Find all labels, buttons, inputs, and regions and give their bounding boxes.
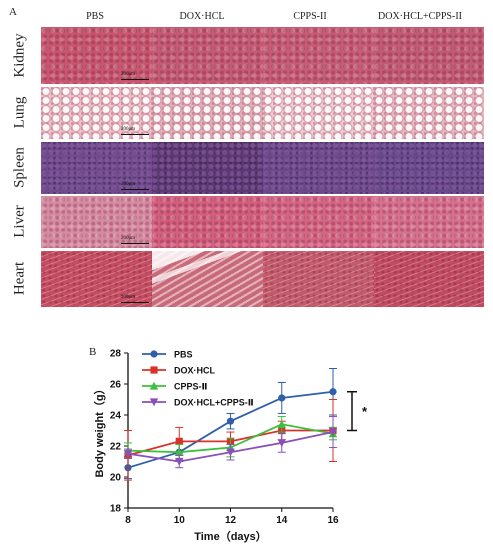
scale-bar [121,189,149,190]
legend-label: CPPS-Ⅱ [174,382,208,392]
scale-bar-label: 200μm [121,72,136,77]
y-tick-label: 28 [110,349,122,360]
tissue-image [263,87,374,139]
x-tick-label: 8 [125,515,131,526]
tissue-image [263,142,374,194]
legend-marker [149,398,159,407]
y-tick-label: 18 [110,504,122,515]
tissue-image [41,27,152,84]
significance-mark: * [362,404,368,419]
tissue-image [263,27,374,84]
data-point [175,448,184,456]
scale-bar [121,79,149,80]
tissue-image [374,142,484,194]
data-point [328,428,338,437]
y-axis-label: Body weight（g） [93,383,106,477]
legend-label: DOX·HCL+CPPS-Ⅱ [174,398,254,408]
y-tick-label: 20 [110,473,122,484]
scale-bar [121,134,149,135]
data-point [278,394,286,402]
y-tick-label: 22 [110,442,122,453]
scale-bar [121,302,149,303]
y-tick-label: 24 [110,411,122,422]
column-label: DOX·HCL [179,11,225,22]
y-tick-label: 26 [110,380,122,391]
tissue-image [152,196,263,248]
x-tick-label: 12 [225,515,237,526]
tissue-image [41,87,152,139]
body-weight-chart: 18 20 22 24 26 28 8 10 12 14 16 Time（days） Body weig… [93,349,368,544]
scale-bar-label: 200μm [121,295,136,300]
data-point [226,417,235,425]
tissue-image [41,251,152,307]
histology-panel: A PBS DOX·HCL CPPS-II DOX·HCL+CPPS-II Kidne… [9,6,484,307]
column-label: CPPS-II [293,11,327,22]
tissue-image [374,87,484,139]
legend-marker [150,350,158,358]
tissue-image [152,251,263,307]
tissue-image [374,27,484,84]
panel-b-letter: B [89,346,97,358]
legend-label: PBS [174,350,193,360]
data-point [329,388,337,396]
tissue-image [152,27,263,84]
data-point [175,457,184,466]
x-tick-label: 14 [276,515,288,526]
column-label: PBS [86,11,104,22]
panel-a-letter: A [9,6,17,18]
tissue-image [41,196,152,248]
row-label: Heart [11,261,28,296]
data-point [123,450,133,458]
x-tick-label: 16 [327,515,339,526]
x-axis-label: Time（days） [194,530,267,543]
body-weight-panel: B 18 20 22 24 26 28 8 10 12 14 16 Time（days） Body we… [0,340,493,550]
tissue-image [152,87,263,139]
column-label: DOX·HCL+CPPS-II [378,11,462,22]
scale-bar-label: 200μm [121,182,136,187]
scale-bar-label: 200μm [121,236,136,241]
tissue-image [41,142,152,194]
legend-label: DOX·HCL [174,366,215,376]
scale-bar-label: 200μm [121,127,136,132]
data-point [226,448,235,457]
scale-bar [121,243,149,244]
tissue-image [374,251,484,307]
tissue-image [374,196,484,248]
legend-marker [150,366,158,374]
data-point [277,439,286,448]
data-point [175,437,183,445]
data-point [277,420,286,428]
tissue-image [152,142,263,194]
legend-marker [149,381,159,390]
tissue-image [263,196,374,248]
x-tick-label: 10 [174,515,186,526]
tissue-image [263,251,374,307]
